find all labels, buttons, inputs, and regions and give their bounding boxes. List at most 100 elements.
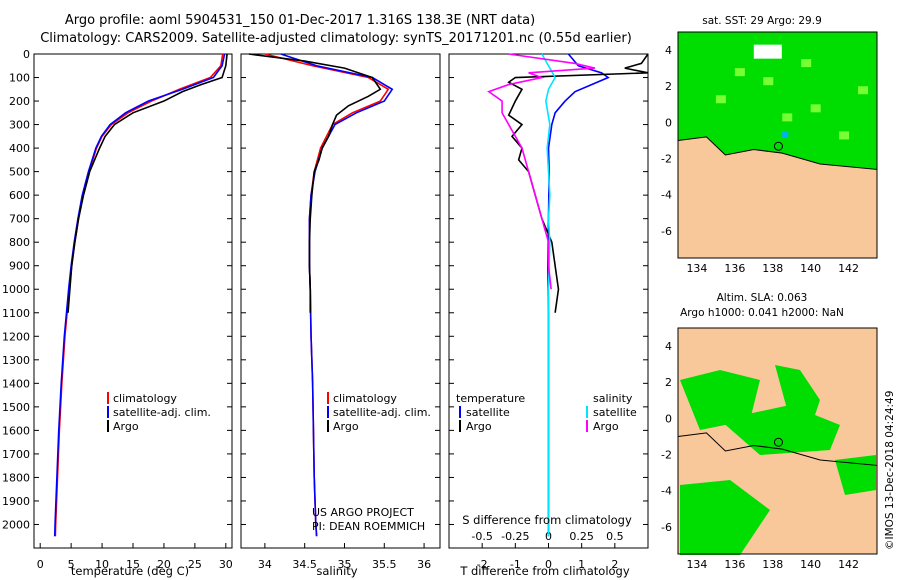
legend-title-salinity: salinity bbox=[593, 392, 633, 405]
map-y-tick-label: -6 bbox=[661, 225, 672, 238]
y-tick-label: 800 bbox=[9, 236, 30, 249]
credit-line-1: US ARGO PROJECT bbox=[312, 506, 414, 519]
y-tick-label: 400 bbox=[9, 142, 30, 155]
credit-line-2: PI: DEAN ROEMMICH bbox=[312, 520, 425, 533]
salinity-panel: 34 34.5 35 35.5 36 bbox=[240, 53, 441, 571]
legend-label-argo: Argo bbox=[113, 420, 139, 433]
x-tick-label: 5 bbox=[68, 558, 75, 571]
sst-patch bbox=[782, 113, 793, 122]
map-y-tick-label: -2 bbox=[661, 449, 672, 462]
y-tick-label: 1200 bbox=[2, 330, 30, 343]
y-tick-label: 1500 bbox=[2, 401, 30, 414]
y-tick-label: 200 bbox=[9, 95, 30, 108]
y-tick-label: 500 bbox=[9, 166, 30, 179]
difference-secondary-xlabel: S difference from climatology bbox=[462, 513, 632, 527]
map-x-tick-label: 136 bbox=[724, 558, 745, 571]
map-y-tick-label: 2 bbox=[665, 376, 672, 389]
legend-label-t-argo: Argo bbox=[466, 420, 492, 433]
map-x-tick-label: 142 bbox=[838, 262, 859, 275]
y-tick-label: 0 bbox=[23, 48, 30, 61]
map-x-tick-label: 140 bbox=[800, 558, 821, 571]
legend-label-satellite: satellite-adj. clim. bbox=[333, 406, 431, 419]
map-x-tick-label: 138 bbox=[762, 558, 783, 571]
legend-label-climatology: climatology bbox=[333, 392, 397, 405]
sla-map-title: Altim. SLA: 0.063 bbox=[717, 292, 808, 304]
y-tick-label: 2000 bbox=[2, 518, 30, 531]
salinity-xlabel: salinity bbox=[316, 564, 357, 578]
map-x-tick-label: 134 bbox=[686, 262, 707, 275]
map-y-tick-label: 2 bbox=[665, 80, 672, 93]
x-tick-label: 35 bbox=[337, 558, 351, 571]
x-tick-label: 30 bbox=[219, 558, 233, 571]
series-line-satellite-adj-clim- bbox=[53, 53, 226, 537]
no-data-patch bbox=[753, 44, 782, 59]
series-line-t-argo bbox=[507, 53, 649, 313]
x-tick-label: -1 bbox=[510, 558, 521, 571]
map-y-tick-label: 4 bbox=[665, 340, 672, 353]
difference-legend: temperature satellite Argo salinity sate… bbox=[456, 392, 637, 433]
sst-patch bbox=[715, 95, 726, 104]
y-tick-label: 1000 bbox=[2, 283, 30, 296]
difference-xlabel: T difference from climatology bbox=[459, 564, 630, 578]
x-tick-label: 34 bbox=[258, 558, 272, 571]
sst-patch bbox=[763, 77, 774, 86]
map-y-tick-label: -4 bbox=[661, 189, 672, 202]
plot-frame bbox=[240, 53, 441, 549]
map-frame bbox=[677, 327, 878, 555]
sla-anomaly-patch bbox=[680, 480, 770, 555]
sla-map: 134 136 138 140 142 -6 -4 -2 0 2 4 bbox=[661, 327, 878, 571]
x-tick-label: -2 bbox=[477, 558, 488, 571]
x-tick-label: 35.5 bbox=[372, 558, 397, 571]
legend-label-t-satellite: satellite bbox=[466, 406, 510, 419]
x-tick-label: 25 bbox=[188, 558, 202, 571]
sla-map-subtitle: Argo h1000: 0.041 h2000: NaN bbox=[680, 307, 844, 319]
y-tick-label: 700 bbox=[9, 213, 30, 226]
series-line-argo bbox=[67, 53, 228, 313]
secondary-x-tick-label: -0.25 bbox=[501, 530, 529, 543]
legend-label-climatology: climatology bbox=[113, 392, 177, 405]
map-x-tick-label: 136 bbox=[724, 262, 745, 275]
temperature-xlabel: temperature (deg C) bbox=[71, 564, 189, 578]
sst-patch bbox=[801, 59, 812, 68]
y-tick-label: 300 bbox=[9, 119, 30, 132]
secondary-x-tick-label: 0.5 bbox=[606, 530, 624, 543]
secondary-x-tick-label: 0.25 bbox=[569, 530, 594, 543]
cool-patch bbox=[782, 131, 789, 138]
sla-anomaly-patch bbox=[720, 405, 840, 455]
sla-anomaly-patch bbox=[835, 455, 876, 495]
map-x-tick-label: 134 bbox=[686, 558, 707, 571]
series-line-s-argo bbox=[487, 53, 596, 290]
series-line-argo bbox=[248, 53, 382, 313]
argo-position-marker bbox=[773, 437, 783, 447]
map-y-tick-label: 0 bbox=[665, 116, 672, 129]
map-y-tick-label: -4 bbox=[661, 485, 672, 498]
temperature-legend: climatology satellite-adj. clim. Argo bbox=[107, 392, 211, 433]
difference-panel: -2 -1 0 1 2 -0.5 -0.25 0 0.25 0.5 bbox=[448, 53, 649, 571]
plot-frame bbox=[33, 53, 233, 549]
y-tick-label: 600 bbox=[9, 189, 30, 202]
x-tick-label: 36 bbox=[417, 558, 431, 571]
secondary-x-tick-label: -0.5 bbox=[471, 530, 492, 543]
imos-footer: ©IMOS 13-Dec-2018 04:24:49 bbox=[884, 391, 896, 550]
y-tick-label: 1900 bbox=[2, 495, 30, 508]
legend-label-argo: Argo bbox=[333, 420, 359, 433]
map-x-tick-label: 142 bbox=[838, 558, 859, 571]
y-tick-label: 100 bbox=[9, 72, 30, 85]
title-line-2: Climatology: CARS2009. Satellite-adjuste… bbox=[40, 31, 632, 46]
y-tick-label: 1800 bbox=[2, 471, 30, 484]
series-line-satellite-adj-clim- bbox=[280, 53, 394, 537]
legend-label-s-satellite: satellite bbox=[593, 406, 637, 419]
title-line-1: Argo profile: aoml 5904531_150 01-Dec-20… bbox=[65, 13, 535, 28]
y-tick-label: 1700 bbox=[2, 448, 30, 461]
map-frame bbox=[677, 31, 878, 259]
map-y-tick-label: -6 bbox=[661, 521, 672, 534]
x-tick-label: 10 bbox=[95, 558, 109, 571]
temperature-panel: 0100200300400500600700800900100011001200… bbox=[2, 48, 233, 571]
x-tick-label: 20 bbox=[157, 558, 171, 571]
sst-map-title: sat. SST: 29 Argo: 29.9 bbox=[702, 15, 822, 27]
y-tick-label: 900 bbox=[9, 260, 30, 273]
salinity-legend: climatology satellite-adj. clim. Argo bbox=[327, 392, 431, 433]
sst-patch bbox=[839, 131, 850, 140]
x-tick-label: 0 bbox=[37, 558, 44, 571]
